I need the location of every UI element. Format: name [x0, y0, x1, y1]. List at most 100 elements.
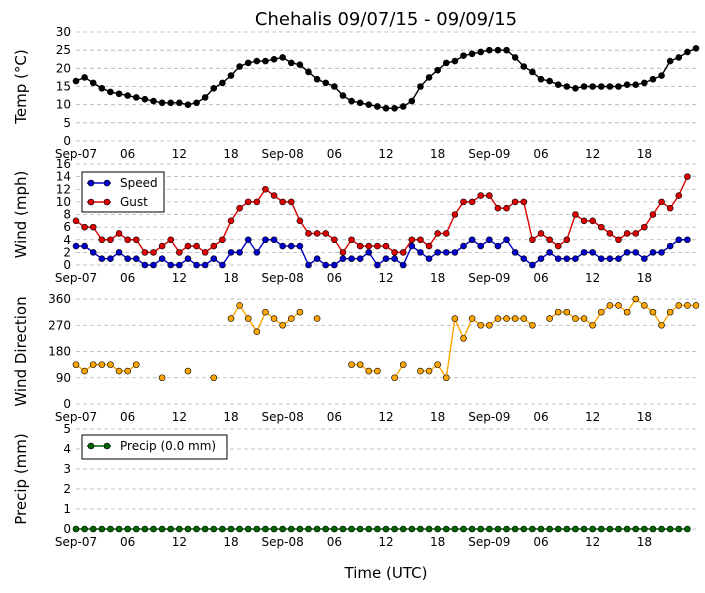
- data-point: [236, 302, 243, 309]
- data-point: [658, 321, 665, 329]
- data-point: [331, 236, 338, 244]
- data-point: [331, 83, 338, 90]
- data-point: [227, 249, 235, 256]
- data-point: [365, 242, 373, 250]
- series-segment: [445, 318, 456, 378]
- data-point: [658, 249, 665, 256]
- data-point: [72, 217, 80, 225]
- data-point: [270, 55, 278, 63]
- data-point: [210, 242, 218, 250]
- data-point: [658, 72, 665, 79]
- data-point: [546, 77, 553, 85]
- data-point: [270, 315, 278, 322]
- data-point: [374, 242, 381, 250]
- data-point: [279, 198, 286, 206]
- data-point: [477, 48, 485, 56]
- y-tick-label: 16: [56, 157, 71, 171]
- y-tick-label: 4: [63, 442, 71, 456]
- x-tick-label: 12: [585, 147, 600, 161]
- data-point: [520, 315, 528, 322]
- data-point: [408, 525, 416, 533]
- x-tick-label: 18: [223, 147, 238, 161]
- data-point: [382, 242, 390, 250]
- data-point: [227, 72, 235, 79]
- data-point: [176, 249, 183, 256]
- x-tick-label: 12: [585, 410, 600, 424]
- x-tick-label: 06: [120, 271, 135, 285]
- x-tick-label: 06: [120, 410, 135, 424]
- data-point: [279, 525, 286, 533]
- y-tick-label: 30: [56, 25, 71, 39]
- data-point: [589, 321, 596, 329]
- data-point: [81, 74, 88, 81]
- legend-label: Speed: [120, 176, 158, 190]
- data-point: [486, 321, 493, 329]
- data-point: [520, 525, 528, 533]
- data-point: [537, 75, 545, 83]
- data-point: [219, 236, 226, 244]
- y-tick-label: 14: [56, 170, 71, 184]
- data-point: [563, 236, 571, 244]
- data-point: [684, 236, 691, 244]
- data-point: [158, 99, 166, 107]
- x-tick-label: 06: [533, 410, 548, 424]
- data-point: [313, 75, 321, 83]
- data-point: [649, 308, 657, 316]
- data-point: [684, 302, 691, 309]
- data-point: [374, 261, 381, 269]
- data-point: [606, 525, 614, 533]
- data-point: [107, 236, 114, 244]
- data-point: [434, 66, 441, 74]
- data-point: [399, 249, 407, 256]
- data-point: [158, 525, 166, 533]
- data-point: [632, 295, 640, 303]
- data-point: [236, 63, 243, 70]
- data-point: [236, 525, 243, 533]
- data-point: [486, 46, 493, 54]
- data-point: [81, 367, 88, 375]
- data-point: [356, 525, 364, 533]
- data-point: [270, 236, 278, 244]
- data-point: [494, 242, 502, 250]
- data-point: [425, 255, 433, 262]
- data-point: [150, 249, 157, 256]
- data-point: [305, 261, 312, 269]
- data-point: [572, 315, 579, 322]
- data-point: [322, 230, 330, 237]
- data-point: [623, 308, 631, 316]
- data-point: [615, 525, 622, 533]
- data-point: [399, 361, 407, 368]
- data-point: [132, 236, 140, 244]
- data-point: [546, 525, 553, 533]
- data-point: [684, 173, 691, 180]
- data-point: [270, 525, 278, 533]
- x-tick-label: 18: [430, 147, 445, 161]
- data-point: [287, 315, 295, 322]
- data-point: [158, 242, 166, 250]
- data-point: [391, 374, 398, 382]
- data-point: [460, 525, 467, 533]
- y-tick-label: 15: [56, 80, 71, 94]
- data-point: [494, 525, 502, 533]
- data-point: [201, 249, 209, 256]
- data-point: [563, 308, 571, 316]
- data-point: [296, 61, 304, 68]
- legend: Precip (0.0 mm): [81, 434, 228, 460]
- data-point: [184, 367, 192, 375]
- x-tick-label: Sep-09: [468, 147, 510, 161]
- x-tick-label: 12: [585, 535, 600, 549]
- data-point: [554, 242, 562, 250]
- data-point: [572, 211, 579, 218]
- data-point: [546, 249, 553, 256]
- data-point: [356, 242, 364, 250]
- x-tick-label: 12: [585, 271, 600, 285]
- data-point: [520, 63, 528, 70]
- data-point: [675, 54, 683, 61]
- data-point: [520, 198, 528, 206]
- data-point: [210, 255, 218, 262]
- y-axis-label: Precip (mm): [12, 433, 30, 524]
- y-tick-label: 25: [56, 43, 71, 57]
- data-point: [511, 315, 519, 322]
- data-point: [460, 52, 467, 59]
- data-point: [339, 255, 347, 262]
